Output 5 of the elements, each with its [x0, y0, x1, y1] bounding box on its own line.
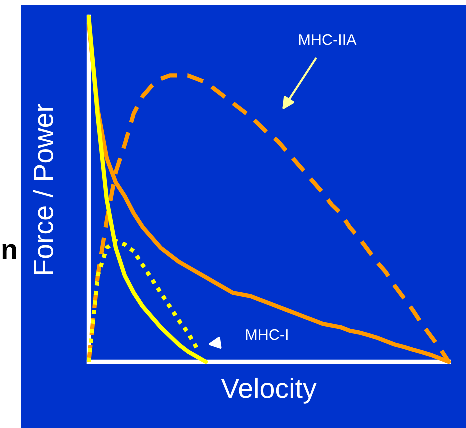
x-axis-title: Velocity: [221, 378, 317, 404]
text: n: [2, 244, 16, 260]
annotation: MHC-IIA: [299, 34, 357, 46]
y-axis-title: Force / Power: [33, 104, 54, 274]
annotation: MHC-I: [246, 329, 288, 340]
